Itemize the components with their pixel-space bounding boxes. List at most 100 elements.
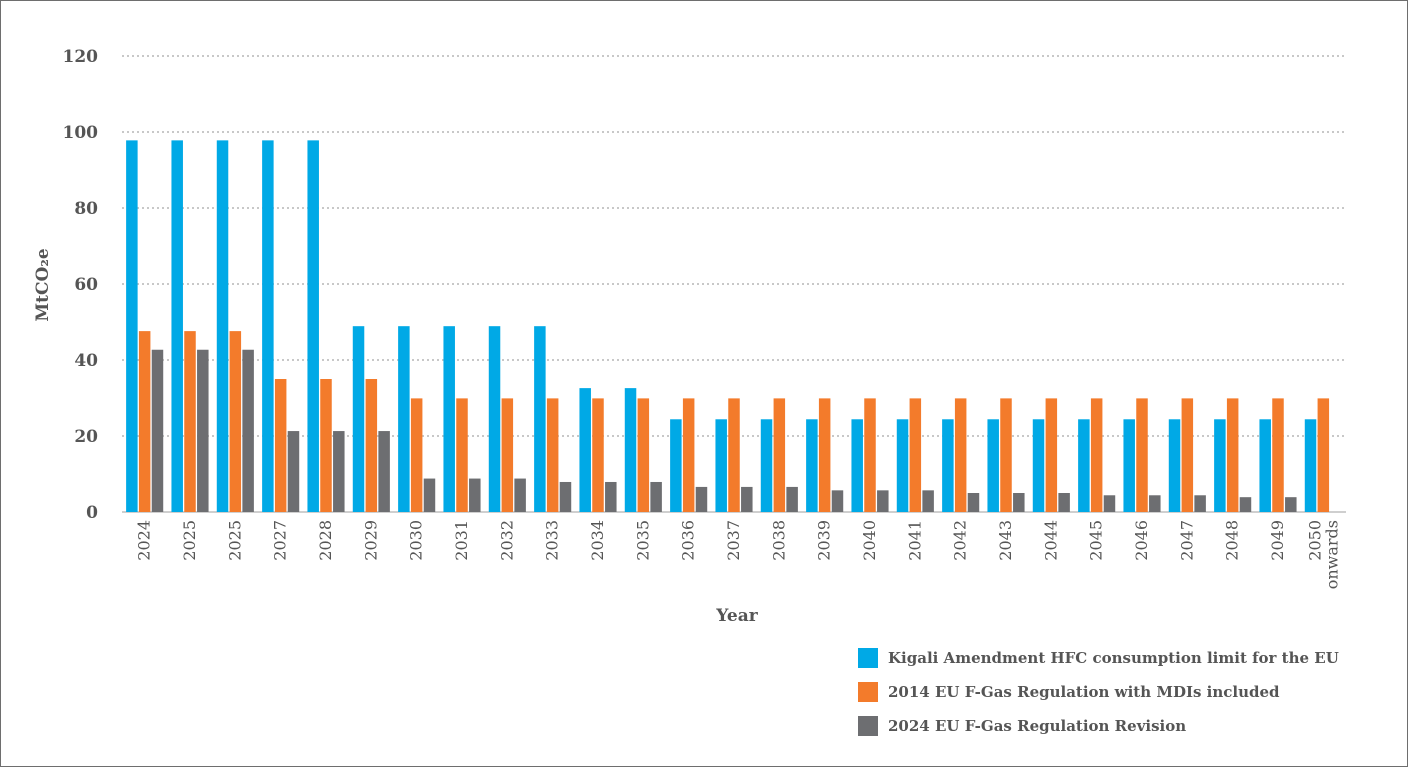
x-tick-label: 2028 [316,520,335,561]
bar-series-3 [559,481,572,512]
x-tick-label: 2042 [951,520,970,561]
bar-series-2 [682,398,695,512]
bar-series-3 [605,481,617,512]
bar-series-3 [1149,495,1161,512]
x-tick-label: 2025 [225,520,244,561]
bar-series-1 [216,140,229,513]
bar-series-2 [184,331,196,512]
bar-series-2 [138,331,151,512]
y-tick-label: 40 [74,351,98,371]
y-axis-ticks: 0 20 40 60 80 100 120 [63,47,99,523]
bar-series-1 [942,419,954,512]
x-axis-ticks: 2024 2025 2025 2027 2028 2029 2030 2031 2032 2033… [135,520,1342,589]
bar-series-3 [1103,495,1116,512]
bar-series-1 [126,140,138,513]
bar-series-3 [786,486,798,512]
bar-series-1 [579,388,591,512]
legend-item-kigali: Kigali Amendment HFC consumption limit f… [858,648,1339,668]
bar-series-2 [1000,398,1012,512]
bar-series-2 [274,379,287,512]
x-tick-label: 2040 [860,520,879,561]
bar-series-1 [534,326,546,512]
bar-series-2 [546,398,559,512]
x-tick-label: 2046 [1132,520,1151,561]
legend-swatch-2024-revision [858,716,878,736]
bar-series-1 [851,419,863,512]
bar-series-3 [197,349,209,512]
bar-series-3 [741,486,753,512]
y-tick-label: 60 [74,275,98,295]
bar-series-2 [728,398,740,512]
y-tick-label: 120 [63,47,99,67]
bar-series-1 [1168,419,1181,512]
x-tick-label: 2032 [497,520,516,561]
bar-series-2 [456,398,468,512]
bar-series-1 [670,419,682,512]
bar-series-1 [262,140,274,513]
x-tick-label: 2030 [407,520,426,561]
bar-series-3 [151,349,164,512]
x-tick-label: 2039 [815,520,834,561]
bar-series-2 [954,398,967,512]
bar-series-1 [760,419,773,512]
x-tick-label: 2025 [180,520,199,561]
bar-series-1 [806,419,818,512]
bar-series-3 [514,478,526,512]
bar-series-2 [1226,398,1239,512]
legend-label-2024-revision: 2024 EU F-Gas Regulation Revision [888,717,1187,735]
bar-series-2 [909,398,922,512]
legend-item-2014-regulation: 2014 EU F-Gas Regulation with MDIs inclu… [858,682,1339,702]
bar-series-2 [1136,398,1148,512]
x-tick-label: 2031 [452,520,471,561]
bar-series-3 [1194,495,1206,512]
x-tick-label: 2041 [905,520,924,561]
bar-series-1 [352,326,365,512]
y-tick-label: 100 [63,123,99,143]
bar-series-1 [1123,419,1135,512]
x-tick-label: 2027 [271,520,290,561]
bar-series-2 [1045,398,1058,512]
bar-series-3 [831,490,844,512]
legend-label-kigali: Kigali Amendment HFC consumption limit f… [888,649,1339,667]
x-tick-label: 2036 [679,520,698,561]
bar-series-2 [1272,398,1284,512]
bar-series-3 [287,431,300,512]
x-tick-label: 2044 [1041,520,1060,561]
bar-series-3 [423,478,436,512]
bars [126,140,1330,513]
x-tick-label: 2047 [1177,520,1196,561]
bar-series-1 [987,419,999,512]
x-tick-label: 2050onwards [1305,520,1341,589]
x-tick-label: 2029 [361,520,380,561]
x-tick-label: 2043 [996,520,1015,561]
bar-series-1 [171,140,183,513]
bar-series-3 [378,431,390,512]
x-tick-label: 2035 [633,520,652,561]
bar-series-2 [1090,398,1103,512]
bar-series-1 [398,326,410,512]
x-tick-label: 2049 [1268,520,1287,561]
x-tick-label: 2038 [769,520,788,561]
bar-series-3 [333,431,345,512]
bar-series-1 [1078,419,1090,512]
y-axis-title: MtCO₂e [33,248,53,321]
bar-series-1 [1259,419,1271,512]
bar-series-1 [624,388,637,512]
x-axis-title: Year [715,606,758,626]
legend-swatch-2014-regulation [858,682,878,702]
bar-series-2 [410,398,423,512]
x-tick-label: 2045 [1087,520,1106,561]
y-tick-label: 0 [86,503,98,523]
bar-series-3 [1285,497,1297,512]
legend: Kigali Amendment HFC consumption limit f… [858,648,1339,750]
bar-series-3 [922,490,934,512]
bar-series-1 [1214,419,1226,512]
bar-series-2 [365,379,378,512]
bar-series-1 [443,326,455,512]
bar-series-2 [229,331,242,512]
bar-series-1 [488,326,501,512]
bar-series-3 [650,481,662,512]
bar-series-2 [1317,398,1330,512]
bar-series-3 [695,486,708,512]
